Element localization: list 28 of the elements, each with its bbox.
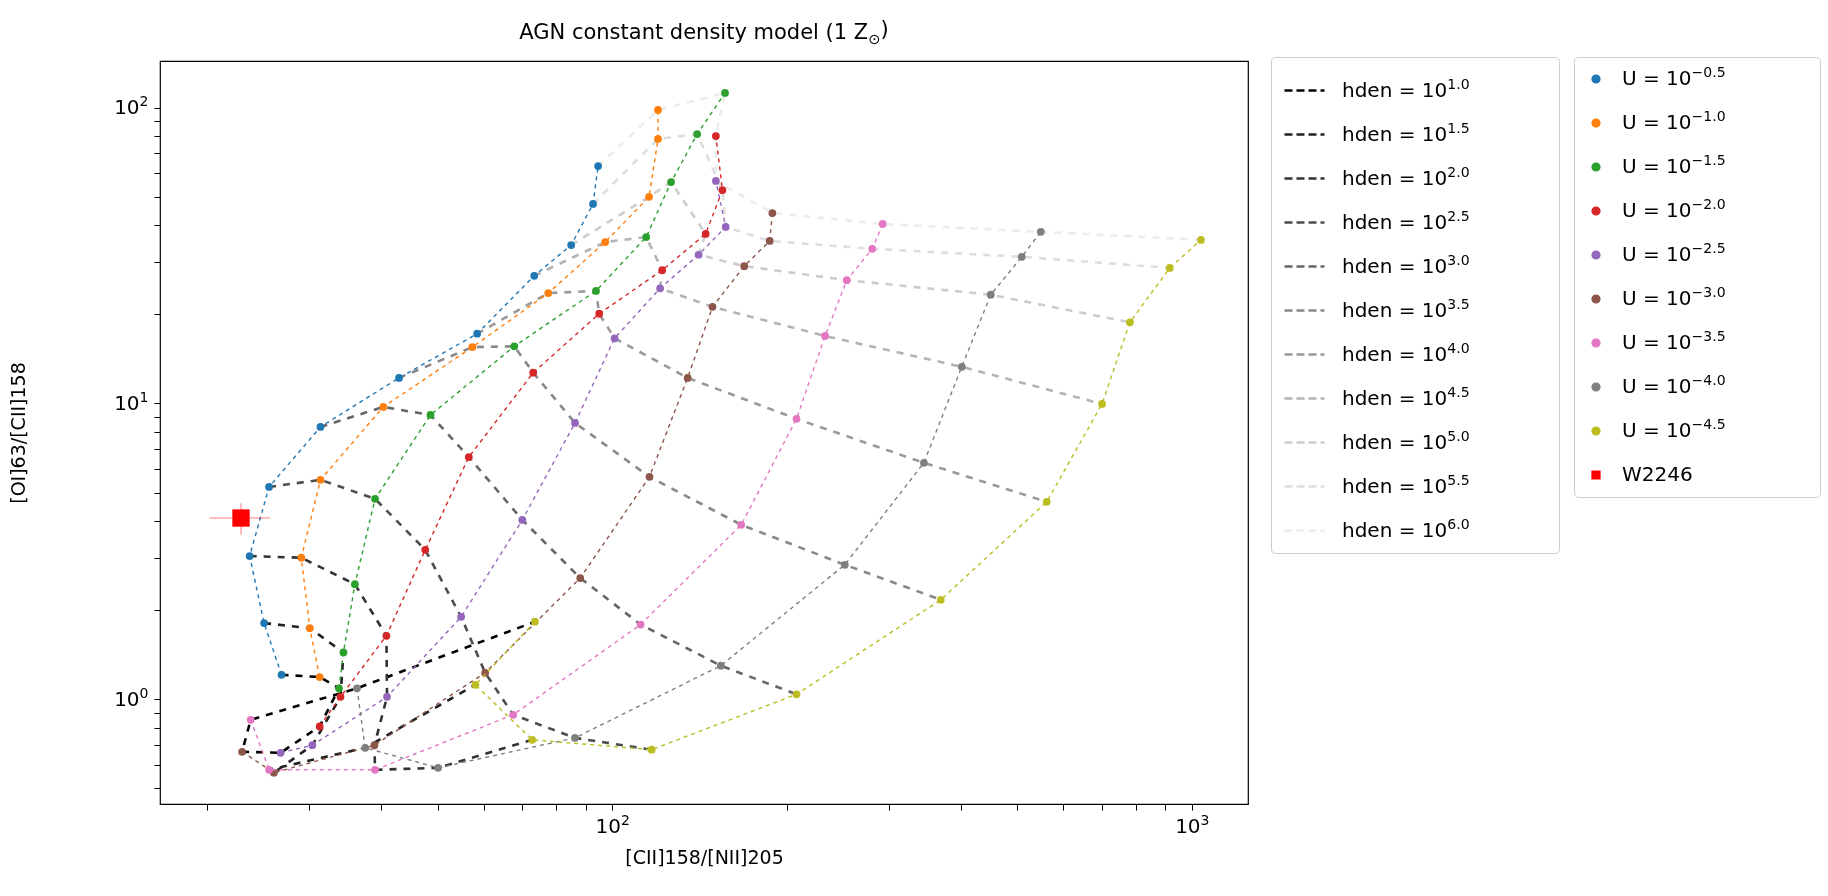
legend-label: hden = 10$^{4.5}$	[1342, 383, 1470, 410]
legend-label: U = 10$^{−1.0}$	[1622, 108, 1726, 134]
legend-label: U = 10$^{−3.5}$	[1622, 328, 1726, 354]
legend-label: hden = 10$^{2.5}$	[1342, 207, 1470, 234]
legend-label: hden = 10$^{3.5}$	[1342, 295, 1470, 322]
legend-label: hden = 10$^{4.0}$	[1342, 339, 1470, 366]
legend-label: hden = 10$^{5.0}$	[1342, 427, 1470, 454]
legend-label: hden = 10$^{3.0}$	[1342, 251, 1470, 278]
legend-label: hden = 10$^{1.0}$	[1342, 75, 1470, 102]
x-axis-title: [CII]158/[NII]205	[625, 845, 784, 868]
legend-label: U = 10$^{−2.5}$	[1622, 240, 1726, 266]
legend-label: U = 10$^{−3.0}$	[1622, 284, 1726, 310]
y-axis-title: [OI]63/[CII]158	[6, 362, 29, 504]
y-tick-label: 10$^{1}$	[114, 389, 149, 415]
legend-label: U = 10$^{−0.5}$	[1622, 64, 1726, 90]
legend-label: U = 10$^{−1.5}$	[1622, 152, 1726, 178]
chart-title: AGN constant density model (1 Z$_{⊙}$)	[519, 17, 889, 47]
legend-label: hden = 10$^{2.0}$	[1342, 163, 1470, 190]
y-tick-label: 10$^{2}$	[114, 93, 149, 120]
legend-label: hden = 10$^{6.0}$	[1342, 515, 1470, 542]
legend-label: W2246	[1622, 462, 1693, 486]
legend-label: U = 10$^{−4.5}$	[1622, 416, 1726, 442]
legend-label: U = 10$^{−2.0}$	[1622, 196, 1726, 222]
legend-label: U = 10$^{−4.0}$	[1622, 372, 1726, 398]
y-tick-label: 10$^{0}$	[114, 685, 149, 711]
legend-label: hden = 10$^{5.5}$	[1342, 471, 1470, 498]
legend-label: hden = 10$^{1.5}$	[1342, 119, 1470, 146]
x-tick-label: 10$^{3}$	[1175, 811, 1210, 838]
